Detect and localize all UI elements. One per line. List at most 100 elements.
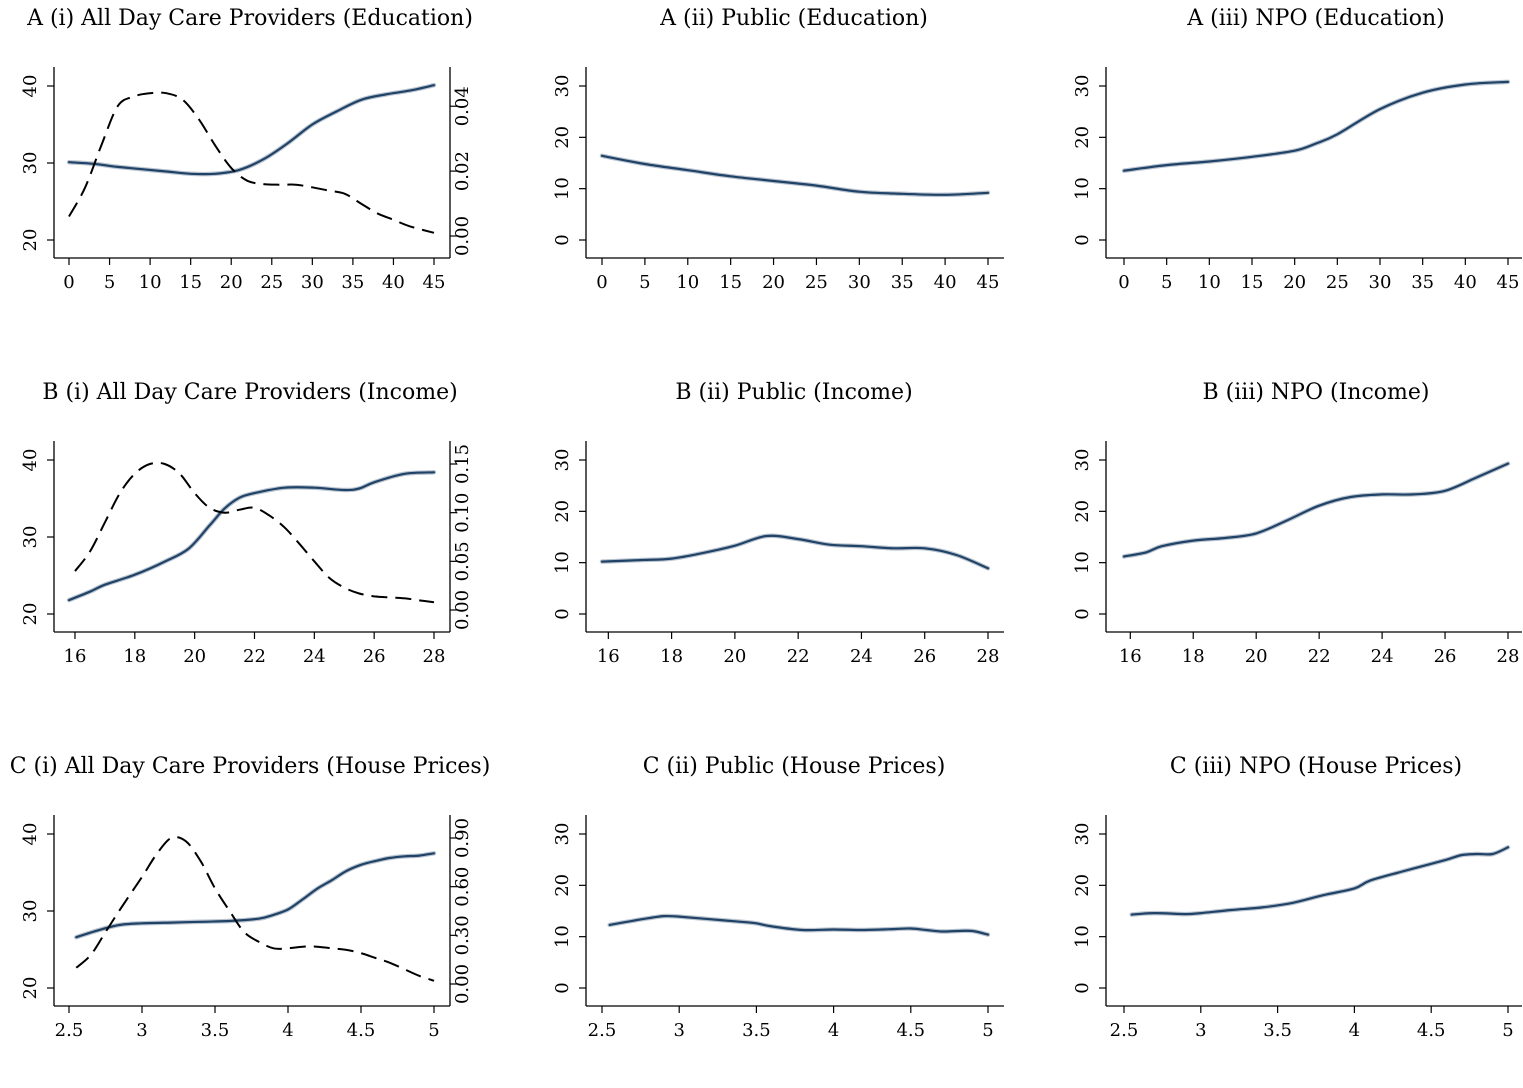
chart-title: B (i) All Day Care Providers (Income) <box>42 380 458 405</box>
x-tick-label: 4.5 <box>347 1020 376 1041</box>
x-tick-label: 4 <box>828 1020 839 1041</box>
y-tick-label: 30 <box>552 75 573 98</box>
chart-plot: 2.5 3 3.5 4 4.5 5 0 10 20 30 <box>552 815 1004 1041</box>
y2-tick-label: 0.00 <box>452 590 473 630</box>
x-tick-label: 24 <box>303 646 326 667</box>
x-tick-label: 20 <box>1283 272 1306 293</box>
x-tick-label: 45 <box>977 272 1000 293</box>
x-tick-label: 20 <box>762 272 785 293</box>
chart-plot: 16 18 20 22 24 26 28 0 10 20 30 <box>1072 441 1522 667</box>
x-tick-label: 4 <box>282 1020 293 1041</box>
y-tick-label: 20 <box>1072 126 1093 149</box>
y-tick-label: 30 <box>20 152 41 175</box>
y-tick-label: 30 <box>552 823 573 846</box>
x-tick-label: 28 <box>423 646 446 667</box>
chart-plot: 2.5 3 3.5 4 4.5 5 20 30 40 0.00 0.30 0.60 0.90 <box>20 815 473 1041</box>
panel-c-i: C (i) All Day Care Providers (House Pric… <box>0 748 500 1088</box>
x-tick-label: 4.5 <box>896 1020 925 1041</box>
y-tick-label: 10 <box>552 551 573 574</box>
x-tick-label: 20 <box>723 646 746 667</box>
x-tick-label: 5 <box>1161 272 1172 293</box>
y2-tick-label: 0.30 <box>452 915 473 955</box>
x-tick-label: 22 <box>1308 646 1331 667</box>
y-tick-label: 0 <box>1072 982 1093 993</box>
y-tick-label: 0 <box>552 234 573 245</box>
x-tick-label: 20 <box>1245 646 1268 667</box>
y-tick-label: 10 <box>1072 551 1093 574</box>
y2-tick-label: 0.05 <box>452 541 473 581</box>
x-tick-label: 4 <box>1349 1020 1360 1041</box>
y-tick-label: 0 <box>1072 234 1093 245</box>
y-tick-label: 20 <box>552 874 573 897</box>
x-tick-label: 30 <box>848 272 871 293</box>
fitted-line <box>67 471 436 602</box>
y-tick-label: 30 <box>1072 75 1093 98</box>
x-tick-label: 28 <box>977 646 1000 667</box>
y-tick-label: 20 <box>552 500 573 523</box>
x-tick-label: 3.5 <box>742 1020 771 1041</box>
chart-title: A (i) All Day Care Providers (Education) <box>27 6 473 31</box>
confidence-band <box>66 82 437 177</box>
y-tick-label: 30 <box>552 449 573 472</box>
x-tick-label: 18 <box>660 646 683 667</box>
y-tick-label: 30 <box>1072 449 1093 472</box>
chart-title: C (ii) Public (House Prices) <box>642 754 946 779</box>
confidence-band <box>599 533 991 571</box>
panel-c-iii: C (iii) NPO (House Prices) 2.5 3 3.5 4 4.5 5 0… <box>1066 748 1523 1088</box>
x-tick-label: 5 <box>1502 1020 1513 1041</box>
x-tick-label: 35 <box>1411 272 1434 293</box>
fitted-line <box>1122 80 1510 172</box>
fitted-line <box>67 84 436 176</box>
y-tick-label: 20 <box>20 229 41 252</box>
chart-plot: 16 18 20 22 24 26 28 20 30 40 0.00 0.05 0.10 0.15 <box>20 441 473 667</box>
x-tick-label: 5 <box>428 1020 439 1041</box>
x-tick-label: 25 <box>1326 272 1349 293</box>
x-tick-label: 35 <box>341 272 364 293</box>
x-tick-label: 3 <box>136 1020 147 1041</box>
x-tick-label: 0 <box>63 272 74 293</box>
x-tick-label: 20 <box>183 646 206 667</box>
x-tick-label: 4.5 <box>1417 1020 1446 1041</box>
chart-plot: 0 5 10 15 20 25 30 35 40 45 0 10 20 30 <box>552 67 1004 293</box>
panel-b-ii: B (ii) Public (Income) 16 18 20 22 24 26 28 0 10… <box>544 374 1044 714</box>
y2-tick-label: 0.10 <box>452 493 473 533</box>
density-dashed-line <box>75 836 435 982</box>
x-tick-label: 15 <box>1241 272 1264 293</box>
x-tick-label: 0 <box>596 272 607 293</box>
x-tick-label: 15 <box>719 272 742 293</box>
x-tick-label: 16 <box>1119 646 1142 667</box>
x-tick-label: 2.5 <box>1110 1020 1139 1041</box>
x-tick-label: 24 <box>1371 646 1394 667</box>
x-tick-label: 40 <box>1454 272 1477 293</box>
y-tick-label: 0 <box>1072 608 1093 619</box>
chart-plot: 0 5 10 15 20 25 30 35 40 45 20 30 40 0.00 0.02 0.04 <box>20 67 473 293</box>
x-tick-label: 30 <box>1369 272 1392 293</box>
chart-title: A (iii) NPO (Education) <box>1187 6 1445 31</box>
x-tick-label: 3 <box>673 1020 684 1041</box>
fitted-line <box>600 154 990 196</box>
x-tick-label: 18 <box>1182 646 1205 667</box>
panel-a-iii: A (iii) NPO (Education) 0 5 10 15 20 25 30 35 40… <box>1066 0 1523 340</box>
y-tick-label: 10 <box>1072 177 1093 200</box>
y2-tick-label: 0.60 <box>452 867 473 907</box>
x-tick-label: 40 <box>382 272 405 293</box>
chart-title: B (iii) NPO (Income) <box>1202 380 1430 405</box>
y-tick-label: 30 <box>20 526 41 549</box>
panel-b-i: B (i) All Day Care Providers (Income) 16… <box>0 374 500 714</box>
confidence-band <box>66 470 437 603</box>
y-tick-label: 10 <box>552 177 573 200</box>
density-dashed-line <box>74 461 435 604</box>
chart-title: A (ii) Public (Education) <box>660 6 928 31</box>
x-tick-label: 16 <box>64 646 87 667</box>
y-tick-label: 30 <box>20 900 41 923</box>
x-tick-label: 24 <box>850 646 873 667</box>
y2-tick-label: 0.04 <box>452 86 473 126</box>
x-tick-label: 35 <box>891 272 914 293</box>
x-tick-label: 22 <box>243 646 266 667</box>
x-tick-label: 26 <box>1434 646 1457 667</box>
y-tick-label: 10 <box>552 925 573 948</box>
y-tick-label: 0 <box>552 608 573 619</box>
y-tick-label: 0 <box>552 982 573 993</box>
y-tick-label: 30 <box>1072 823 1093 846</box>
fitted-line <box>1130 846 1510 916</box>
